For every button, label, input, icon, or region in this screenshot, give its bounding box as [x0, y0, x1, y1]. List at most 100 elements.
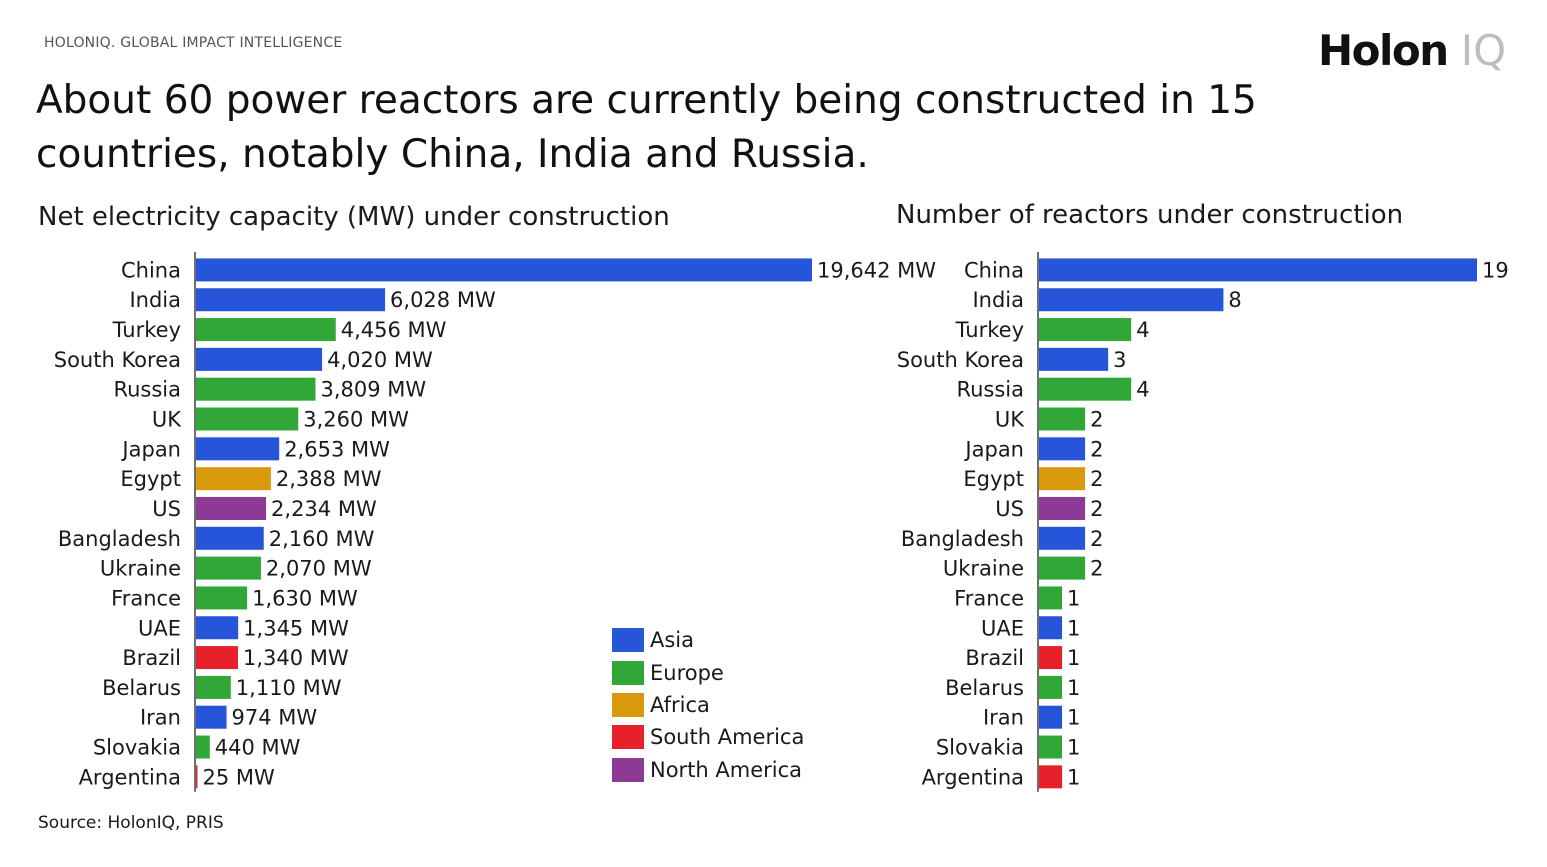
category-label: Belarus: [102, 676, 181, 700]
legend-swatch: [612, 628, 644, 653]
category-label: Egypt: [120, 467, 181, 491]
bar-uae: [196, 616, 239, 640]
bar-china: [196, 258, 812, 282]
reactors-bar-chart: China 19 India 8 Turkey 4 South Korea 3 Russia 4 U…: [897, 252, 1509, 792]
value-label: 2,653 MW: [284, 437, 390, 461]
legend-item-africa: Africa: [612, 689, 804, 721]
category-label: Russia: [113, 378, 181, 402]
category-label: Egypt: [963, 467, 1024, 491]
value-label: 1: [1067, 616, 1080, 640]
logo-suffix: IQ: [1460, 26, 1507, 75]
value-label: 2: [1090, 437, 1103, 461]
bar-china: [1039, 258, 1477, 282]
value-label: 8: [1228, 288, 1241, 312]
legend-label: Asia: [650, 628, 695, 653]
region-legend: Asia Europe Africa South America North A…: [612, 624, 804, 786]
bar-slovakia: [196, 735, 210, 759]
category-label: Argentina: [79, 765, 181, 789]
bar-brazil: [1039, 646, 1063, 670]
value-label: 2: [1090, 557, 1103, 581]
category-label: Brazil: [965, 646, 1024, 670]
logo-main: Holon: [1318, 26, 1449, 75]
source-note: Source: HolonIQ, PRIS: [38, 813, 224, 833]
value-label: 1: [1067, 646, 1080, 670]
bar-turkey: [196, 318, 336, 342]
category-label: Belarus: [945, 676, 1024, 700]
value-label: 3: [1113, 348, 1126, 372]
bar-us: [1039, 496, 1086, 520]
category-label: Ukraine: [943, 557, 1024, 581]
value-label: 440 MW: [215, 736, 301, 760]
legend-item-asia: Asia: [612, 624, 804, 656]
category-label: Slovakia: [936, 736, 1024, 760]
category-label: Bangladesh: [901, 527, 1024, 551]
value-label: 3,809 MW: [320, 378, 426, 402]
value-label: 2: [1090, 408, 1103, 432]
value-label: 6,028 MW: [390, 288, 496, 312]
bar-belarus: [196, 675, 231, 699]
bar-brazil: [196, 646, 239, 670]
category-label: Japan: [120, 437, 181, 461]
value-label: 2,234 MW: [271, 497, 377, 521]
legend-label: North America: [650, 757, 803, 782]
bar-uk: [196, 407, 299, 431]
bar-egypt: [196, 467, 271, 491]
bar-uae: [1039, 616, 1063, 640]
category-label: India: [129, 288, 181, 312]
value-label: 1: [1067, 736, 1080, 760]
category-label: Ukraine: [100, 557, 181, 581]
category-label: Iran: [140, 706, 181, 730]
legend-item-south-america: South America: [612, 721, 804, 753]
value-label: 1,110 MW: [236, 676, 342, 700]
bar-russia: [196, 377, 316, 401]
value-label: 2: [1090, 527, 1103, 551]
bar-south-korea: [196, 347, 323, 371]
category-label: India: [972, 288, 1024, 312]
legend-swatch: [612, 692, 644, 717]
category-label: France: [111, 586, 181, 610]
category-label: Bangladesh: [58, 527, 181, 551]
value-label: 19: [1482, 258, 1509, 282]
category-label: China: [121, 258, 181, 282]
bar-india: [196, 288, 386, 312]
bar-argentina: [196, 765, 198, 789]
bar-russia: [1039, 377, 1132, 401]
value-label: 4,020 MW: [327, 348, 433, 372]
value-label: 4: [1136, 378, 1149, 402]
value-label: 3,260 MW: [303, 408, 409, 432]
bar-france: [196, 586, 248, 610]
bar-bangladesh: [196, 526, 264, 550]
category-label: UK: [152, 408, 182, 432]
page-headline: About 60 power reactors are currently be…: [36, 78, 1257, 177]
bar-ukraine: [196, 556, 261, 580]
bar-iran: [196, 705, 227, 729]
category-label: China: [964, 258, 1024, 282]
category-label: UK: [995, 408, 1025, 432]
bar-us: [196, 496, 267, 520]
category-label: Slovakia: [93, 736, 181, 760]
legend-item-north-america: North America: [612, 754, 804, 786]
bar-slovakia: [1039, 735, 1063, 759]
bar-ukraine: [1039, 556, 1086, 580]
bar-south-korea: [1039, 347, 1109, 371]
value-label: 1,340 MW: [243, 646, 349, 670]
value-label: 4,456 MW: [341, 318, 447, 342]
bar-japan: [1039, 437, 1086, 461]
value-label: 1,630 MW: [252, 586, 358, 610]
bar-india: [1039, 288, 1224, 312]
legend-label: Africa: [650, 692, 710, 717]
category-label: UAE: [138, 616, 181, 640]
category-label: South Korea: [897, 348, 1024, 372]
capacity-bar-chart: China 19,642 MW India 6,028 MW Turkey 4,456 M…: [54, 252, 936, 792]
value-label: 2: [1090, 467, 1103, 491]
legend-swatch: [612, 725, 644, 750]
reactors-chart-title: Number of reactors under construction: [896, 200, 1404, 230]
value-label: 2,070 MW: [266, 557, 372, 581]
bar-iran: [1039, 705, 1063, 729]
category-label: Iran: [983, 706, 1024, 730]
category-label: UAE: [981, 616, 1024, 640]
bar-turkey: [1039, 318, 1132, 342]
bar-egypt: [1039, 467, 1086, 491]
value-label: 1: [1067, 765, 1080, 789]
bar-bangladesh: [1039, 526, 1086, 550]
